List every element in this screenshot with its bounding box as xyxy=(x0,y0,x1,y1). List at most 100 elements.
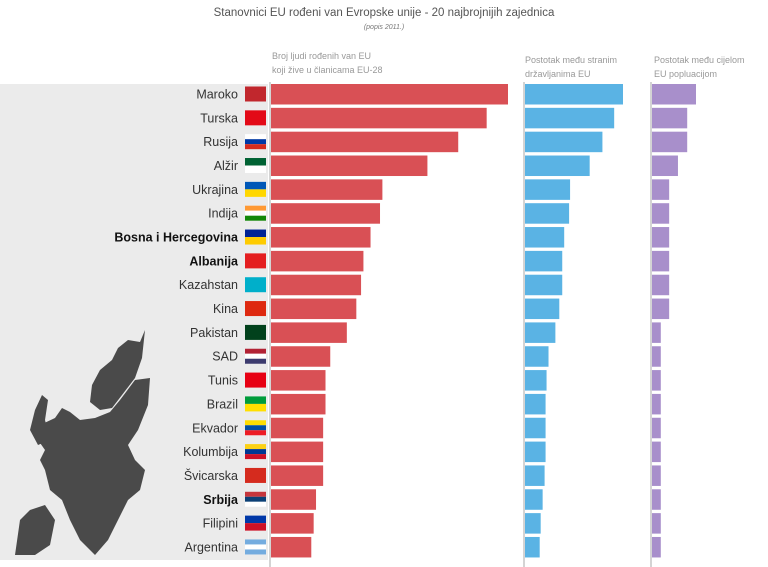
flag-icon xyxy=(245,215,266,221)
bar-0-ekvador xyxy=(271,417,324,439)
flag-icon xyxy=(245,324,266,340)
category-label: Ukrajina xyxy=(192,183,238,197)
bar-2-rusija xyxy=(652,131,688,153)
flag-icon xyxy=(245,301,266,317)
category-label: Maroko xyxy=(196,88,238,102)
flag-icon xyxy=(245,544,266,550)
flag-icon xyxy=(245,277,266,293)
bar-1-rusija xyxy=(525,131,603,153)
category-label: Kazahstan xyxy=(179,278,238,292)
bar-2-turska xyxy=(652,107,688,129)
flag-icon xyxy=(245,444,266,450)
bar-0-filipini xyxy=(271,513,314,534)
flag-icon xyxy=(245,165,266,174)
flag-icon xyxy=(245,189,266,197)
flag-icon xyxy=(245,181,266,190)
bar-0-tunis xyxy=(271,370,326,391)
category-label: Turska xyxy=(200,111,238,125)
bar-2-brazil xyxy=(652,393,661,415)
flag-icon xyxy=(245,134,266,140)
bar-1-sad xyxy=(525,346,549,367)
bar-0-albanija xyxy=(271,250,364,272)
bar-0-maroko xyxy=(271,84,508,105)
bar-2-argentina xyxy=(652,536,661,558)
bar-2-ukrajina xyxy=(652,179,670,200)
flag-icon xyxy=(245,229,266,238)
bar-2-pakistan xyxy=(652,322,661,343)
bar-2-albanija xyxy=(652,250,670,272)
bar-0-bosna-i-hercegovina xyxy=(271,227,371,248)
bar-2-kazahstan xyxy=(652,274,670,296)
bar-0-sad xyxy=(271,346,331,367)
flag-icon xyxy=(245,539,266,545)
bar-2-sad xyxy=(652,346,661,367)
bar-1-indija xyxy=(525,203,570,224)
eu-map-icon xyxy=(15,330,150,555)
bar-1-tunis xyxy=(525,370,547,391)
bar-2-kolumbija xyxy=(652,441,661,463)
bar-0-argentina xyxy=(271,536,312,558)
flag-icon xyxy=(245,523,266,531)
category-label: SAD xyxy=(212,350,238,364)
flag-icon xyxy=(245,515,266,524)
bar-1-brazil xyxy=(525,393,546,415)
chart-title: Stanovnici EU rođeni van Evropske unije … xyxy=(213,7,555,19)
flag-icon xyxy=(245,425,266,431)
bar-2-bosna-i-hercegovina xyxy=(652,227,670,248)
bar-0-švicarska xyxy=(271,465,324,486)
flag-icon xyxy=(245,210,266,216)
bar-1-bosna-i-hercegovina xyxy=(525,227,565,248)
category-label: Albanija xyxy=(189,254,239,268)
header-line: Postotak među stranim xyxy=(525,55,618,65)
bar-1-švicarska xyxy=(525,465,545,486)
bar-0-kolumbija xyxy=(271,441,324,463)
category-label: Argentina xyxy=(184,540,238,554)
category-label: Brazil xyxy=(207,397,238,411)
category-label: Tunis xyxy=(208,374,238,388)
flag-icon xyxy=(245,86,266,102)
category-label: Indija xyxy=(208,207,238,221)
series-header-population-pct: Postotak među cijelom EU popluacijom xyxy=(654,53,745,81)
category-label: Kina xyxy=(213,302,238,316)
category-label: Filipini xyxy=(203,517,238,531)
chart-subtitle: (popis 2011.) xyxy=(363,24,405,31)
flag-icon xyxy=(245,420,266,426)
flag-icon xyxy=(245,139,266,145)
bar-1-alžir xyxy=(525,155,590,177)
bar-2-kina xyxy=(652,298,670,320)
header-line: koji žive u članicama EU-28 xyxy=(272,65,383,75)
bar-2-maroko xyxy=(652,84,696,105)
flag-icon xyxy=(245,253,266,269)
category-label: Rusija xyxy=(203,135,238,149)
bar-2-tunis xyxy=(652,370,661,391)
flag-icon xyxy=(245,158,266,166)
bar-2-alžir xyxy=(652,155,678,177)
bar-2-švicarska xyxy=(652,465,661,486)
category-label: Švicarska xyxy=(184,468,238,483)
header-line: Postotak među cijelom xyxy=(654,55,745,65)
bar-1-kina xyxy=(525,298,560,320)
bar-1-srbija xyxy=(525,489,543,510)
flag-icon xyxy=(245,430,266,436)
flag-icon xyxy=(245,467,266,483)
flag-icon xyxy=(245,403,266,412)
flag-icon xyxy=(245,396,266,404)
bar-1-maroko xyxy=(525,84,623,105)
flag-icon xyxy=(245,549,266,555)
bar-1-ekvador xyxy=(525,417,546,439)
bar-0-srbija xyxy=(271,489,317,510)
bar-0-kina xyxy=(271,298,357,320)
category-label: Alžir xyxy=(214,159,238,173)
category-label: Pakistan xyxy=(190,326,238,340)
header-line: EU popluacijom xyxy=(654,69,718,79)
flag-icon xyxy=(245,144,266,150)
flag-icon xyxy=(245,501,266,507)
category-label: Bosna i Hercegovina xyxy=(114,231,239,245)
flag-icon xyxy=(245,454,266,460)
bar-1-ukrajina xyxy=(525,179,571,200)
bar-0-kazahstan xyxy=(271,274,362,296)
flag-icon xyxy=(245,110,266,126)
bar-1-kazahstan xyxy=(525,274,563,296)
flag-icon xyxy=(245,496,266,502)
bar-1-turska xyxy=(525,107,615,129)
